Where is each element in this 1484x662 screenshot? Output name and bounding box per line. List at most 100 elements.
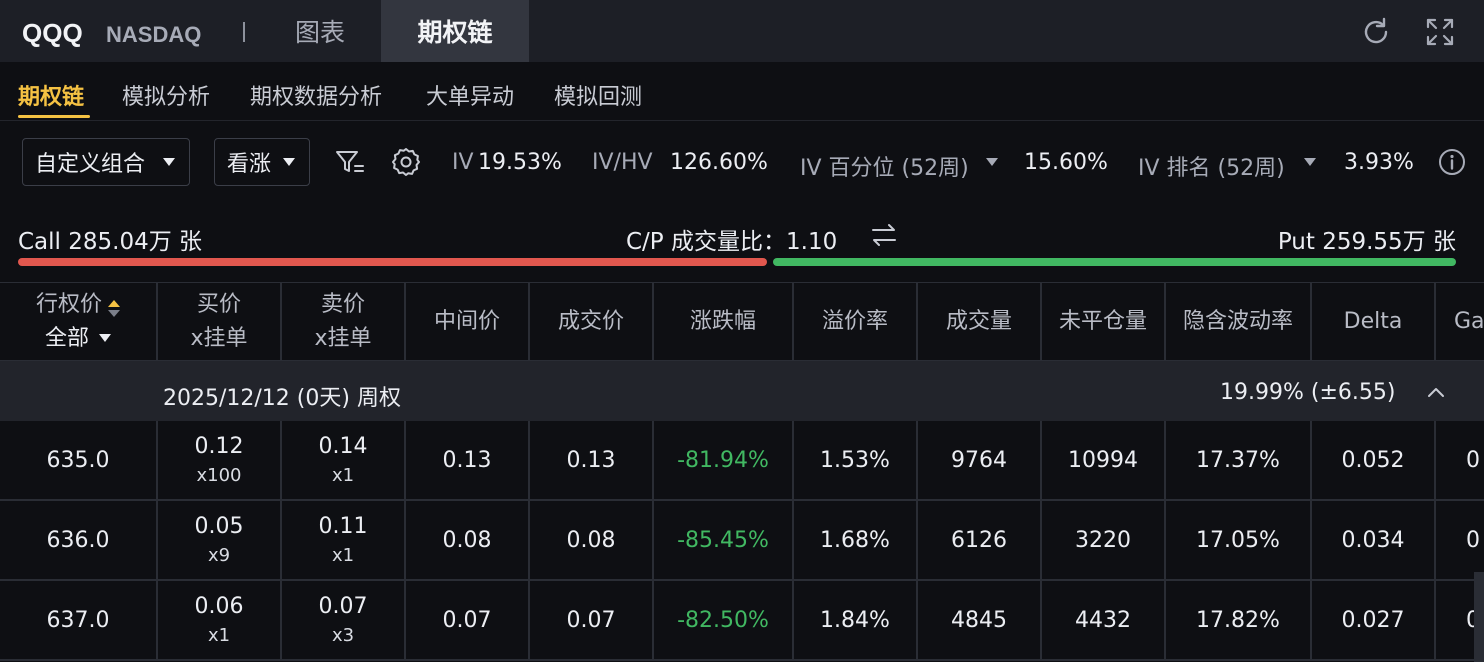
- header-change[interactable]: 涨跌幅: [654, 283, 794, 360]
- put-volume: Put 259.55万 张: [1277, 229, 1456, 255]
- filter-icon[interactable]: [334, 146, 366, 178]
- settings-gear-icon[interactable]: [390, 146, 422, 178]
- fullscreen-icon[interactable]: [1424, 16, 1456, 48]
- caret-down-icon: [163, 158, 175, 166]
- cell-mid: 0.13: [406, 421, 530, 499]
- cell-strike: 637.0: [0, 581, 158, 659]
- header-bid-label: 买价: [196, 291, 241, 317]
- tab-option-chain[interactable]: 期权链: [381, 0, 529, 62]
- expiry-iv-range: 19.99% (±6.55): [1220, 380, 1396, 405]
- header-strike-label: 行权价: [35, 291, 102, 317]
- tab-chart[interactable]: 图表: [294, 18, 345, 47]
- header-ask-label: 卖价: [320, 291, 365, 317]
- cell-last: 0.08: [530, 501, 654, 579]
- ask-size: x1: [331, 465, 355, 486]
- cell-premium: 1.84%: [794, 581, 918, 659]
- header-bid-sub: x挂单: [190, 325, 248, 351]
- divider: [0, 120, 1484, 121]
- iv-percentile-label[interactable]: IV 百分位 (52周): [800, 156, 969, 181]
- cell-delta: 0.034: [1312, 501, 1436, 579]
- refresh-icon[interactable]: [1360, 16, 1392, 48]
- strike-filter[interactable]: 全部: [44, 325, 89, 351]
- call-volume-bar: [18, 258, 767, 266]
- cell-change: -81.94%: [654, 421, 794, 499]
- cell-volume: 4845: [918, 581, 1042, 659]
- cell-ask[interactable]: 0.14 x1: [282, 421, 406, 499]
- bid-size: x1: [207, 625, 231, 646]
- caret-down-icon[interactable]: [99, 333, 111, 342]
- cell-open-interest: 10994: [1042, 421, 1166, 499]
- cell-ask[interactable]: 0.07 x3: [282, 581, 406, 659]
- direction-select-value: 看涨: [227, 152, 272, 177]
- expiry-date: 2025/12/12 (0天) 周权: [163, 386, 401, 411]
- cell-iv: 17.05%: [1166, 501, 1312, 579]
- table-row[interactable]: 637.0 0.06 x1 0.07 x3 0.07 0.07 -82.50% 1.…: [0, 581, 1484, 661]
- cell-gamma: 0: [1466, 447, 1480, 473]
- header-strike[interactable]: 行权价 全部: [0, 283, 158, 360]
- table-row[interactable]: 636.0 0.05 x9 0.11 x1 0.08 0.08 -85.45% 1.…: [0, 501, 1484, 581]
- scrollbar[interactable]: [1474, 572, 1484, 662]
- header-delta[interactable]: Delta: [1312, 283, 1436, 360]
- cell-ask[interactable]: 0.11 x1: [282, 501, 406, 579]
- cell-delta: 0.027: [1312, 581, 1436, 659]
- ask-size: x3: [331, 625, 355, 646]
- active-tab-underline: [18, 115, 90, 118]
- bid-price: 0.06: [194, 594, 244, 619]
- subtab-option-data-analysis[interactable]: 期权数据分析: [250, 85, 383, 110]
- cell-mid: 0.07: [406, 581, 530, 659]
- header-premium[interactable]: 溢价率: [794, 283, 918, 360]
- header-bid[interactable]: 买价 x挂单: [158, 283, 282, 360]
- sort-desc-icon[interactable]: [108, 309, 120, 317]
- iv-hv-label: IV/HV: [592, 150, 653, 175]
- divider: [243, 22, 245, 42]
- swap-icon[interactable]: [870, 222, 898, 248]
- cell-last: 0.13: [530, 421, 654, 499]
- direction-select[interactable]: 看涨: [214, 138, 310, 186]
- header-gamma[interactable]: Ga: [1454, 308, 1484, 334]
- header-ask[interactable]: 卖价 x挂单: [282, 283, 406, 360]
- cell-iv: 17.37%: [1166, 421, 1312, 499]
- strategy-select[interactable]: 自定义组合: [22, 138, 190, 186]
- chevron-up-icon[interactable]: [1424, 382, 1448, 402]
- cell-change: -82.50%: [654, 581, 794, 659]
- iv-hv-value: 126.60%: [670, 150, 768, 175]
- subtab-option-chain[interactable]: 期权链: [18, 85, 85, 110]
- cell-strike: 636.0: [0, 501, 158, 579]
- header-mid[interactable]: 中间价: [406, 283, 530, 360]
- iv-label: IV: [452, 150, 474, 175]
- info-icon[interactable]: [1438, 148, 1466, 176]
- expiry-group-header[interactable]: [0, 361, 1484, 421]
- cell-premium: 1.53%: [794, 421, 918, 499]
- cell-open-interest: 4432: [1042, 581, 1166, 659]
- cell-volume: 9764: [918, 421, 1042, 499]
- header-last[interactable]: 成交价: [530, 283, 654, 360]
- header-volume[interactable]: 成交量: [918, 283, 1042, 360]
- cell-premium: 1.68%: [794, 501, 918, 579]
- header-ask-sub: x挂单: [314, 325, 372, 351]
- cell-strike: 635.0: [0, 421, 158, 499]
- caret-down-icon[interactable]: [986, 158, 998, 166]
- cell-bid[interactable]: 0.12 x100: [158, 421, 282, 499]
- caret-down-icon[interactable]: [1304, 158, 1316, 166]
- subtab-large-orders[interactable]: 大单异动: [426, 85, 515, 110]
- subtab-simulation[interactable]: 模拟分析: [122, 85, 211, 110]
- cell-delta: 0.052: [1312, 421, 1436, 499]
- bid-price: 0.05: [194, 514, 244, 539]
- ask-price: 0.11: [318, 514, 368, 539]
- cell-volume: 6126: [918, 501, 1042, 579]
- header-iv[interactable]: 隐含波动率: [1166, 283, 1312, 360]
- iv-value: 19.53%: [478, 150, 562, 175]
- cp-ratio-value: 1.10: [786, 229, 838, 255]
- sub-navigation: 期权链 模拟分析 期权数据分析 大单异动 模拟回测: [0, 62, 1484, 120]
- subtab-backtest[interactable]: 模拟回测: [554, 85, 643, 110]
- sort-asc-icon[interactable]: [108, 299, 120, 307]
- iv-rank-value: 3.93%: [1344, 150, 1414, 175]
- put-volume-bar: [773, 258, 1456, 266]
- cell-change: -85.45%: [654, 501, 794, 579]
- table-row[interactable]: 635.0 0.12 x100 0.14 x1 0.13 0.13 -81.94% …: [0, 421, 1484, 501]
- cell-bid[interactable]: 0.06 x1: [158, 581, 282, 659]
- header-open-interest[interactable]: 未平仓量: [1042, 283, 1166, 360]
- ask-price: 0.07: [318, 594, 368, 619]
- iv-rank-label[interactable]: IV 排名 (52周): [1138, 156, 1285, 181]
- cell-bid[interactable]: 0.05 x9: [158, 501, 282, 579]
